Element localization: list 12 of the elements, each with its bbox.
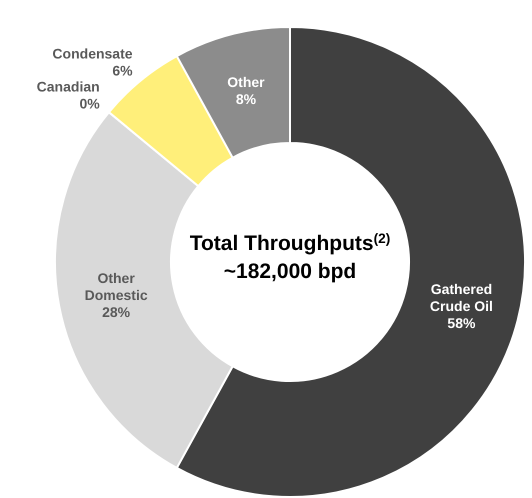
- slice-label: Condensate: [52, 46, 133, 62]
- data-label: 58%: [447, 315, 476, 332]
- slice-label: Gathered Crude Oil: [430, 281, 493, 314]
- text: 0%: [79, 96, 100, 112]
- text: ~182,000 bpd: [224, 260, 356, 283]
- category-label: Canadian: [36, 78, 100, 95]
- data-label: 6%: [112, 62, 134, 79]
- data-label: 8%: [236, 91, 257, 108]
- slice-label: Other Domestic: [84, 270, 148, 304]
- text: Total Throughputs$^{(2)}$: [190, 230, 390, 255]
- slice-label: Other: [227, 74, 266, 90]
- data-label: 28%: [102, 304, 131, 320]
